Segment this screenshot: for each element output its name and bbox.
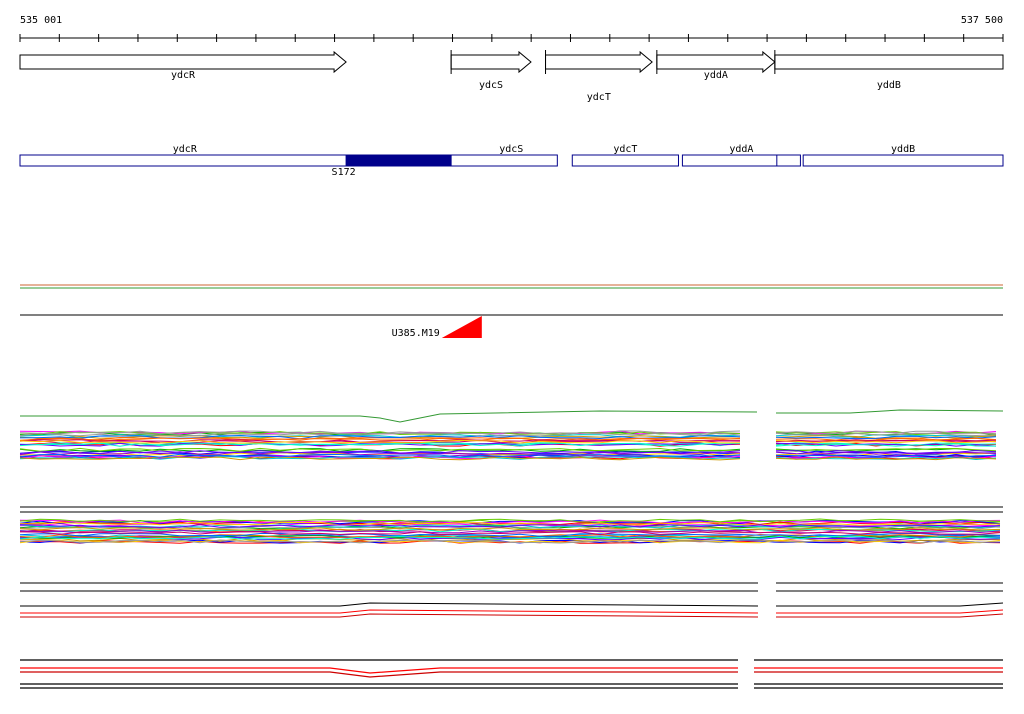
ruler-ticks (19, 34, 1004, 42)
expression-top-line (776, 409, 1004, 414)
expression-series-line (775, 435, 997, 440)
expression-series-line (19, 526, 1001, 531)
gene-label: yddB (877, 80, 901, 91)
expression-series-line (19, 453, 741, 458)
expression-series-line (776, 613, 1004, 618)
expression-series-line (19, 456, 741, 461)
gene-arrow (656, 50, 776, 74)
expression-series-line (20, 671, 738, 678)
ruler-end-label: 537 500 (961, 15, 1003, 26)
transcript-label: ydcR (173, 144, 198, 155)
transcript-label: ydcS (499, 144, 523, 155)
gene-arrow (19, 50, 347, 74)
ruler-start-label: 535 001 (20, 15, 62, 26)
expression-series-line (19, 524, 1001, 528)
expression-series-line (776, 602, 1004, 607)
expression-series-line (19, 450, 741, 454)
expression-series-line (20, 667, 738, 674)
gene-label: yddA (704, 70, 728, 81)
expression-series-line (775, 430, 996, 435)
feature-label-s172: S172 (332, 167, 356, 178)
expression-series-line (776, 450, 997, 454)
expression-series-line (19, 518, 1001, 523)
expression-series-line (775, 456, 997, 461)
marker-track: U385.M19 (20, 314, 1003, 339)
expression-series-line (776, 609, 1004, 614)
expression-series-line (19, 532, 1001, 537)
expression-series-line (19, 439, 741, 444)
expression-series-line (775, 442, 997, 447)
expression-series-line (775, 443, 997, 447)
expression-top-line (20, 410, 758, 423)
transcript-label: yddA (729, 144, 753, 155)
gene-track: ydcR ydcS ydcT yddA yddB (19, 50, 1004, 103)
expression-series-line (19, 432, 741, 437)
coordinate-ruler: 535 001 537 500 (19, 15, 1004, 42)
expression-series-line (19, 519, 1001, 524)
expression-series-line (19, 531, 1001, 536)
transcript-box (681, 154, 801, 167)
expression-series-line (775, 435, 997, 439)
expression-series-line (20, 613, 759, 618)
transcript-label: ydcT (613, 144, 637, 155)
expression-series-line (775, 440, 997, 444)
transcript-track: ydcR ydcS ydcT yddA yddB S172 (19, 144, 1004, 178)
gene-arrow (545, 50, 653, 74)
expression-series-line (775, 439, 997, 443)
expression-series-line (19, 435, 741, 440)
expression-series-line (19, 535, 1001, 540)
transcript-box (802, 154, 1004, 167)
marker-label: U385.M19 (392, 328, 440, 339)
expression-series-line (775, 448, 997, 452)
gene-arrow (450, 50, 532, 74)
expression-series-line (19, 431, 741, 436)
expression-series-line (19, 521, 1001, 526)
gene-label: ydcS (479, 80, 503, 91)
transcript-box (19, 154, 558, 167)
expression-series-line (19, 437, 741, 442)
expression-tracks (19, 409, 1004, 689)
expression-series-line (775, 432, 997, 437)
expression-series-line (19, 455, 740, 460)
gene-label: ydcT (587, 92, 611, 103)
gene-label: ydcR (171, 70, 196, 81)
separator-lines (20, 284, 1003, 289)
transcript-label: yddB (891, 144, 915, 155)
gene-arrow (774, 54, 1004, 70)
expression-series-line (775, 454, 997, 458)
marker-triangle (441, 316, 482, 338)
feature-block-s172 (345, 154, 452, 167)
expression-series-line (20, 609, 759, 614)
expression-series-line (19, 451, 741, 456)
transcript-box (571, 154, 679, 167)
expression-series-line (19, 529, 1001, 534)
expression-series-line (20, 602, 759, 607)
expression-series-line (19, 539, 1001, 544)
